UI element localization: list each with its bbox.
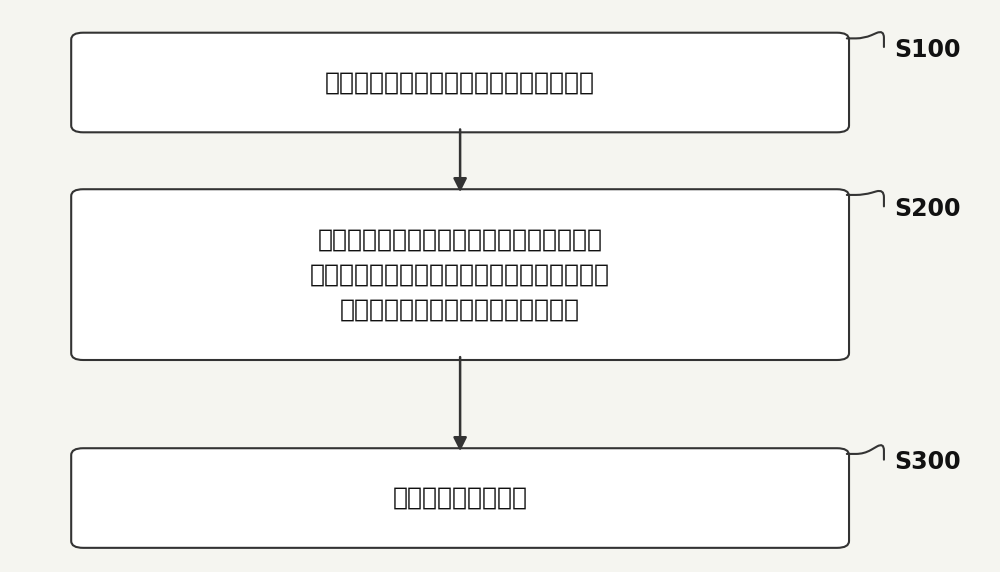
FancyBboxPatch shape — [71, 189, 849, 360]
Text: S300: S300 — [894, 451, 961, 474]
FancyBboxPatch shape — [71, 448, 849, 548]
Text: S100: S100 — [894, 38, 960, 62]
FancyBboxPatch shape — [71, 33, 849, 132]
Text: S200: S200 — [894, 197, 960, 221]
Text: 启动获取的应用程序: 启动获取的应用程序 — [393, 486, 528, 510]
Text: 当接收到启动指令时，采集按压的力度值: 当接收到启动指令时，采集按压的力度值 — [325, 70, 595, 94]
Text: 将采集到的力度值与预设的力度范围进行比
较，判断采集的力度值所在的力度范围，并获
取与所在的力度范围对应的应用程序: 将采集到的力度值与预设的力度范围进行比 较，判断采集的力度值所在的力度范围，并获… — [310, 227, 610, 322]
